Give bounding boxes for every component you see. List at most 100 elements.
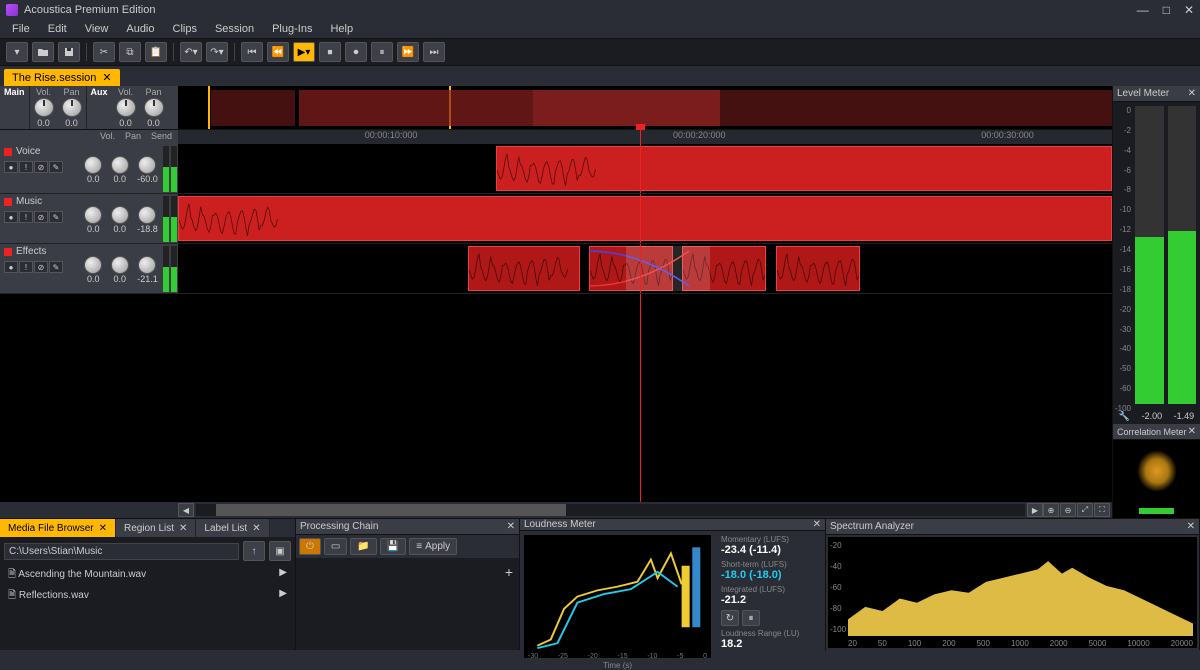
send-knob[interactable] xyxy=(138,256,156,274)
apply-button[interactable]: ≡ Apply xyxy=(409,538,457,555)
solo-button[interactable]: ⊘ xyxy=(34,261,48,273)
menu-edit[interactable]: Edit xyxy=(40,21,75,37)
audio-clip[interactable] xyxy=(468,246,580,291)
forward-button[interactable]: ⏩ xyxy=(397,42,419,62)
aux-pan-knob[interactable] xyxy=(144,98,164,117)
menu-view[interactable]: View xyxy=(77,21,117,37)
tab-region-list[interactable]: Region List✕ xyxy=(116,519,196,537)
new-button[interactable]: ▾ xyxy=(6,42,28,62)
fx-button[interactable]: ✎ xyxy=(49,211,63,223)
menu-file[interactable]: File xyxy=(4,21,38,37)
pan-knob[interactable] xyxy=(111,256,129,274)
track-lane[interactable] xyxy=(178,144,1112,193)
mute-button[interactable]: ! xyxy=(19,211,33,223)
rewind-button[interactable]: ⏪ xyxy=(267,42,289,62)
aux-vol-knob[interactable] xyxy=(116,98,136,117)
zoom-out-button[interactable]: ⊖ xyxy=(1060,503,1076,517)
zoom-fit-button[interactable]: ⛶ xyxy=(1094,503,1110,517)
play-preview-icon[interactable]: ▶ xyxy=(279,567,287,584)
audio-clip[interactable] xyxy=(496,146,1112,191)
up-folder-button[interactable]: ↑ xyxy=(243,541,265,561)
close-icon[interactable]: ✕ xyxy=(813,519,821,530)
skip-end-button[interactable]: ⏭ xyxy=(423,42,445,62)
preset-button[interactable]: ▭ xyxy=(324,538,347,555)
time-ruler[interactable]: 00:00:10:000 00:00:20:000 00:00:30:000 xyxy=(178,130,1112,144)
play-button[interactable]: ▶▾ xyxy=(293,42,315,62)
menu-audio[interactable]: Audio xyxy=(118,21,162,37)
vol-knob[interactable] xyxy=(84,206,102,224)
close-icon[interactable]: ✕ xyxy=(252,523,260,534)
mute-button[interactable]: ! xyxy=(19,261,33,273)
file-item[interactable]: 🗎 Ascending the Mountain.wav▶ xyxy=(4,565,291,586)
audio-clip[interactable] xyxy=(682,246,766,291)
stop-button[interactable]: ⏹ xyxy=(319,42,341,62)
solo-button[interactable]: ⊘ xyxy=(34,161,48,173)
scroll-right-button[interactable]: ▶ xyxy=(1027,503,1043,517)
open-button[interactable] xyxy=(32,42,54,62)
fx-button[interactable]: ✎ xyxy=(49,161,63,173)
pan-knob[interactable] xyxy=(111,206,129,224)
close-button[interactable]: ✕ xyxy=(1184,3,1194,17)
record-button[interactable]: ⏺ xyxy=(345,42,367,62)
record-arm-button[interactable]: ● xyxy=(4,261,18,273)
add-effect-button[interactable]: + xyxy=(505,564,513,580)
record-arm-button[interactable]: ● xyxy=(4,161,18,173)
session-tab[interactable]: The Rise.session ✕ xyxy=(4,69,120,86)
audio-clip[interactable] xyxy=(589,246,673,291)
vol-knob[interactable] xyxy=(84,156,102,174)
paste-button[interactable]: 📋 xyxy=(145,42,167,62)
send-knob[interactable] xyxy=(138,156,156,174)
record-arm-button[interactable]: ● xyxy=(4,211,18,223)
main-vol-knob[interactable] xyxy=(34,98,54,117)
main-pan-knob[interactable] xyxy=(62,98,82,117)
mute-button[interactable]: ! xyxy=(19,161,33,173)
proc-save-button[interactable]: 💾 xyxy=(380,538,406,555)
track-lane[interactable] xyxy=(178,194,1112,243)
audio-clip[interactable] xyxy=(776,246,860,291)
scroll-left-button[interactable]: ◀ xyxy=(178,503,194,517)
skip-start-button[interactable]: ⏮ xyxy=(241,42,263,62)
maximize-button[interactable]: □ xyxy=(1163,3,1170,17)
menu-plugins[interactable]: Plug-Ins xyxy=(264,21,320,37)
scroll-thumb[interactable] xyxy=(216,504,566,516)
send-knob[interactable] xyxy=(138,206,156,224)
save-button[interactable] xyxy=(58,42,80,62)
path-input[interactable]: C:\Users\Stian\Music xyxy=(4,543,239,560)
zoom-in-button[interactable]: ⊕ xyxy=(1043,503,1059,517)
play-preview-icon[interactable]: ▶ xyxy=(279,588,287,605)
menu-help[interactable]: Help xyxy=(322,21,361,37)
close-icon[interactable]: ✕ xyxy=(1188,426,1196,437)
close-tab-icon[interactable]: ✕ xyxy=(102,71,111,84)
proc-open-button[interactable]: 📁 xyxy=(350,538,376,555)
overview[interactable] xyxy=(178,86,1112,129)
scroll-track[interactable] xyxy=(196,504,1025,516)
copy-button[interactable]: ⧉ xyxy=(119,42,141,62)
loudness-reset-button[interactable]: ↻ xyxy=(721,610,739,626)
track-lane[interactable] xyxy=(178,244,1112,293)
menu-clips[interactable]: Clips xyxy=(165,21,205,37)
close-icon[interactable]: ✕ xyxy=(179,523,187,534)
tab-label-list[interactable]: Label List✕ xyxy=(196,519,269,537)
empty-track-area[interactable] xyxy=(0,294,1112,502)
cut-button[interactable]: ✂ xyxy=(93,42,115,62)
power-button[interactable]: ⏻ xyxy=(299,538,321,555)
vol-knob[interactable] xyxy=(84,256,102,274)
menu-session[interactable]: Session xyxy=(207,21,262,37)
undo-button[interactable]: ↶▾ xyxy=(180,42,202,62)
audio-clip[interactable] xyxy=(178,196,1112,241)
redo-button[interactable]: ↷▾ xyxy=(206,42,228,62)
close-icon[interactable]: ✕ xyxy=(507,521,515,532)
tab-media-browser[interactable]: Media File Browser✕ xyxy=(0,519,116,537)
close-icon[interactable]: ✕ xyxy=(99,523,107,534)
zoom-sel-button[interactable]: ⤢ xyxy=(1077,503,1093,517)
browse-button[interactable]: ▣ xyxy=(269,541,291,561)
minimize-button[interactable]: — xyxy=(1137,3,1149,17)
loudness-pause-button[interactable]: ⏸ xyxy=(742,610,760,626)
solo-button[interactable]: ⊘ xyxy=(34,211,48,223)
close-icon[interactable]: ✕ xyxy=(1187,521,1195,532)
file-item[interactable]: 🗎 Reflections.wav▶ xyxy=(4,586,291,607)
close-icon[interactable]: ✕ xyxy=(1188,88,1196,99)
pan-knob[interactable] xyxy=(111,156,129,174)
pause-button[interactable]: ⏸ xyxy=(371,42,393,62)
fx-button[interactable]: ✎ xyxy=(49,261,63,273)
